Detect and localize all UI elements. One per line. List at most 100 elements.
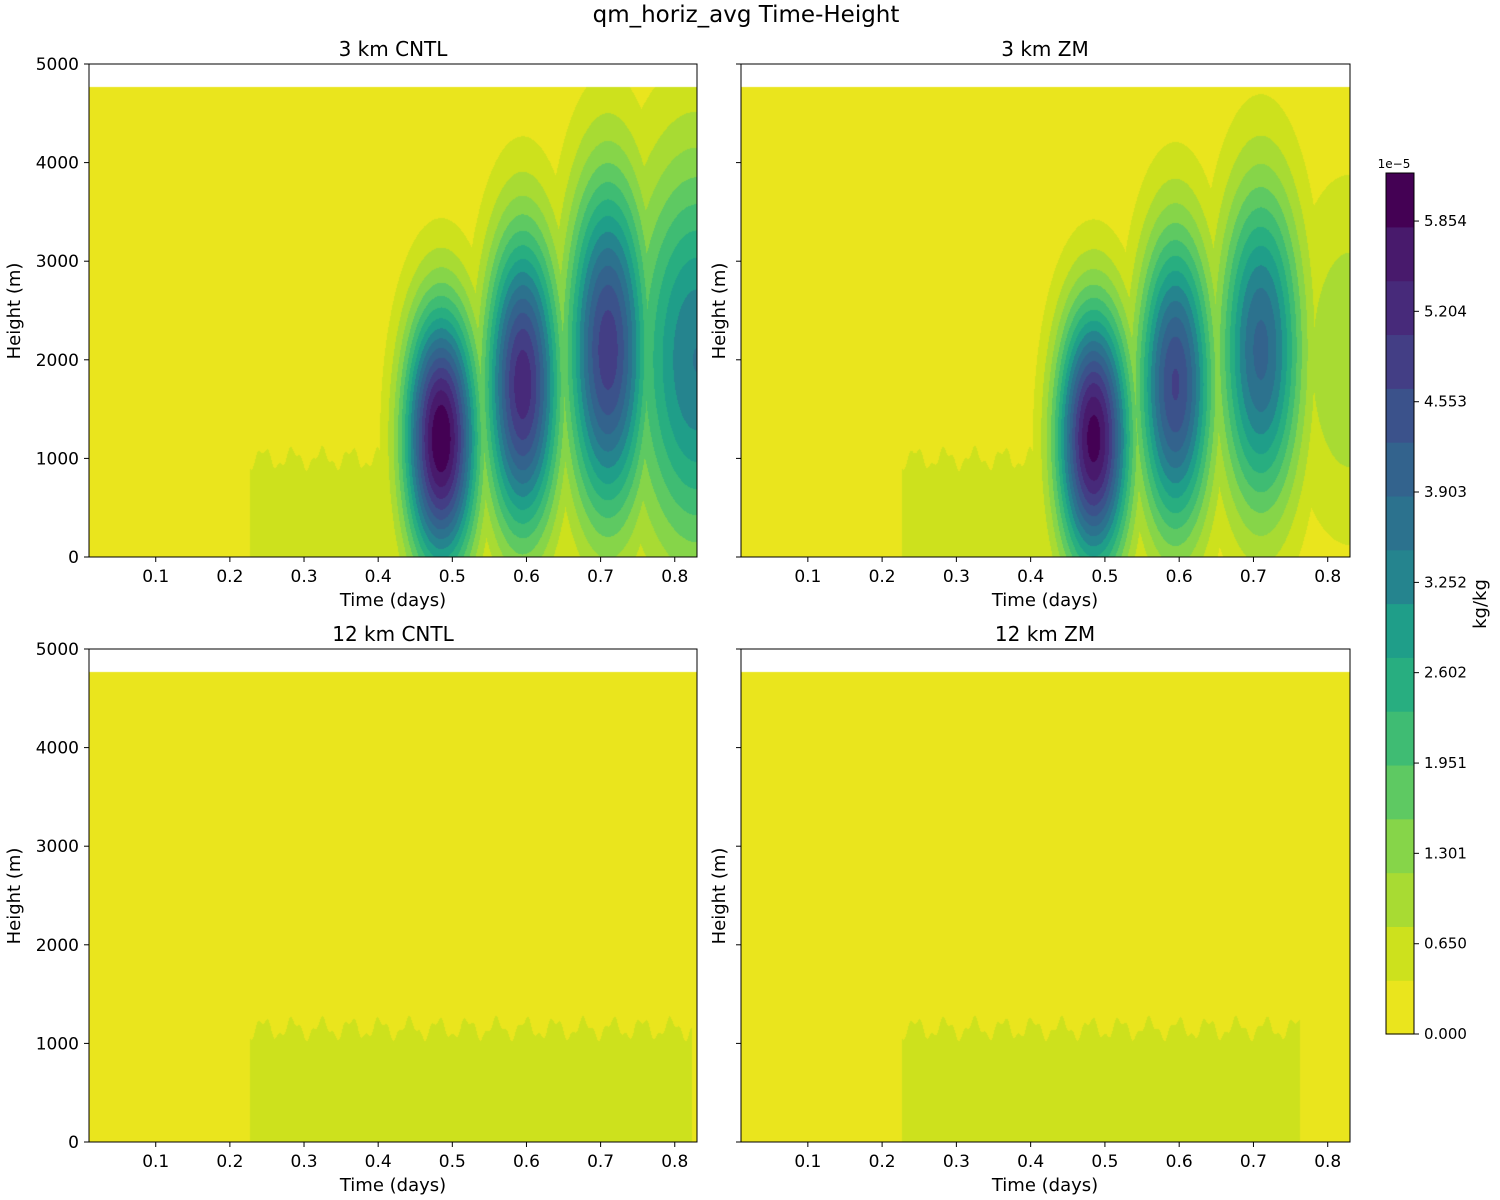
x-tick-label: 0.2 bbox=[869, 567, 896, 587]
x-tick-label: 0.8 bbox=[1314, 1152, 1341, 1172]
x-tick-label: 0.1 bbox=[142, 1152, 169, 1172]
x-axis-label: Time (days) bbox=[339, 1175, 446, 1196]
colorbar-tick-label: 1.301 bbox=[1424, 844, 1467, 862]
panel-title: 12 km CNTL bbox=[332, 622, 454, 646]
y-tick-label: 3000 bbox=[36, 252, 79, 272]
contour-field bbox=[741, 649, 1350, 1142]
colorbar-tick-label: 3.252 bbox=[1424, 573, 1467, 591]
x-tick-label: 0.1 bbox=[794, 1152, 821, 1172]
panel-title: 3 km CNTL bbox=[339, 37, 449, 61]
x-axis-label: Time (days) bbox=[991, 1175, 1098, 1196]
contour-field bbox=[89, 64, 697, 557]
y-axis-label: Height (m) bbox=[709, 263, 730, 360]
x-tick-label: 0.7 bbox=[587, 1152, 614, 1172]
y-tick-label: 5000 bbox=[36, 640, 79, 660]
x-tick-label: 0.6 bbox=[513, 567, 540, 587]
subplot-12km-cntl: 12 km CNTL Time (days) Height (m) 0.1 0.2… bbox=[4, 622, 698, 1196]
colorbar-segment bbox=[1386, 818, 1414, 874]
colorbar-tick-label: 5.204 bbox=[1424, 302, 1467, 320]
colorbar-segment bbox=[1386, 495, 1414, 551]
suptitle: qm_horiz_avg Time-Height bbox=[593, 2, 900, 28]
colorbar-segment bbox=[1386, 764, 1414, 820]
x-tick-label: 0.1 bbox=[794, 567, 821, 587]
y-axis-label: Height (m) bbox=[4, 848, 25, 945]
y-tick-label: 1000 bbox=[36, 449, 79, 469]
x-tick-label: 0.2 bbox=[216, 1152, 243, 1172]
subplot-3km-cntl: 3 km CNTL Time (days) Height (m) 0.1 0.2 0… bbox=[4, 37, 698, 611]
y-tick-label: 4000 bbox=[36, 154, 79, 174]
y-tick-label: 2000 bbox=[36, 351, 79, 371]
x-tick-label: 0.5 bbox=[1091, 1152, 1118, 1172]
colorbar-segment bbox=[1386, 926, 1414, 981]
axes-frame bbox=[88, 648, 698, 1143]
colorbar-segment bbox=[1386, 980, 1414, 1035]
colorbar-segment bbox=[1386, 226, 1414, 282]
panel-title: 12 km ZM bbox=[995, 622, 1095, 646]
x-tick-label: 0.8 bbox=[1314, 567, 1341, 587]
colorbar-tick-label: 4.553 bbox=[1424, 393, 1467, 411]
axes-frame bbox=[740, 63, 1351, 558]
subplot-12km-zm: 12 km ZM Time (days) Height (m) 0.1 0.2 0.… bbox=[709, 622, 1351, 1196]
colorbar-frame bbox=[1385, 172, 1415, 1035]
colorbar-tick-label: 5.854 bbox=[1424, 212, 1467, 230]
x-tick-label: 0.1 bbox=[142, 567, 169, 587]
x-tick-label: 0.7 bbox=[1240, 1152, 1267, 1172]
colorbar-tick-label: 2.602 bbox=[1424, 664, 1467, 682]
contour-field bbox=[89, 649, 697, 1142]
colorbar-segment bbox=[1386, 657, 1414, 712]
x-tick-label: 0.2 bbox=[869, 1152, 896, 1172]
y-axis-label: Height (m) bbox=[709, 848, 730, 945]
y-tick-label: 0 bbox=[68, 548, 79, 568]
x-tick-label: 0.7 bbox=[587, 567, 614, 587]
colorbar-segment bbox=[1386, 872, 1414, 927]
y-axis-label: Height (m) bbox=[4, 263, 25, 360]
y-tick-label: 4000 bbox=[36, 739, 79, 759]
contour-field bbox=[741, 64, 1350, 557]
x-tick-label: 0.5 bbox=[439, 1152, 466, 1172]
x-tick-label: 0.6 bbox=[1166, 567, 1193, 587]
colorbar-segment bbox=[1386, 388, 1414, 443]
x-tick-label: 0.4 bbox=[365, 567, 392, 587]
y-tick-label: 1000 bbox=[36, 1034, 79, 1054]
axes-frame bbox=[88, 63, 698, 558]
axes-frame bbox=[740, 648, 1351, 1143]
x-tick-label: 0.6 bbox=[1166, 1152, 1193, 1172]
colorbar-unit-label: kg/kg bbox=[1470, 579, 1491, 629]
x-axis-label: Time (days) bbox=[991, 590, 1098, 611]
x-tick-label: 0.4 bbox=[1017, 1152, 1044, 1172]
x-tick-label: 0.2 bbox=[216, 567, 243, 587]
colorbar-tick-label: 3.903 bbox=[1424, 483, 1467, 501]
x-tick-label: 0.3 bbox=[943, 1152, 970, 1172]
y-tick-label: 5000 bbox=[36, 55, 79, 75]
x-tick-label: 0.6 bbox=[513, 1152, 540, 1172]
colorbar-tick-label: 1.951 bbox=[1424, 754, 1467, 772]
y-tick-label: 2000 bbox=[36, 936, 79, 956]
colorbar-segment bbox=[1386, 711, 1414, 766]
colorbar-scale-label: 1e−5 bbox=[1378, 157, 1411, 171]
x-tick-label: 0.3 bbox=[943, 567, 970, 587]
colorbar-tick-label: 0.650 bbox=[1424, 935, 1467, 953]
y-tick-label: 3000 bbox=[36, 837, 79, 857]
colorbar-segment bbox=[1386, 603, 1414, 658]
x-tick-label: 0.8 bbox=[661, 1152, 688, 1172]
colorbar-tick-label: 0.000 bbox=[1424, 1025, 1467, 1043]
colorbar-segment bbox=[1386, 334, 1414, 389]
x-tick-label: 0.5 bbox=[439, 567, 466, 587]
y-tick-label: 0 bbox=[68, 1133, 79, 1153]
panel-title: 3 km ZM bbox=[1001, 37, 1088, 61]
x-axis-label: Time (days) bbox=[339, 590, 446, 611]
colorbar-segment bbox=[1386, 173, 1414, 228]
colorbar-segment bbox=[1386, 280, 1414, 336]
x-tick-label: 0.4 bbox=[1017, 567, 1044, 587]
x-tick-label: 0.4 bbox=[365, 1152, 392, 1172]
x-tick-label: 0.8 bbox=[661, 567, 688, 587]
colorbar-segment bbox=[1386, 549, 1414, 605]
colorbar-segment bbox=[1386, 442, 1414, 497]
colorbar: 1e−5 kg/kg 0.000 0.650 1.301 1.951 2.602 3.25… bbox=[1378, 157, 1491, 1043]
x-tick-label: 0.3 bbox=[291, 1152, 318, 1172]
subplot-3km-zm: 3 km ZM Time (days) Height (m) 0.1 0.2 0.3… bbox=[709, 37, 1351, 611]
x-tick-label: 0.7 bbox=[1240, 567, 1267, 587]
x-tick-label: 0.5 bbox=[1091, 567, 1118, 587]
x-tick-label: 0.3 bbox=[291, 567, 318, 587]
